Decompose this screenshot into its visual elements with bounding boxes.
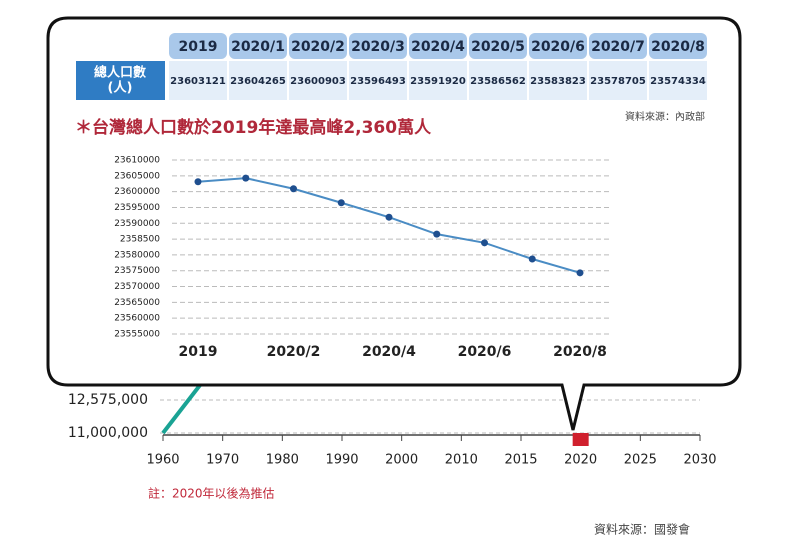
header-cell	[409, 33, 467, 59]
value-text: 23591920	[410, 76, 466, 87]
header-cell	[649, 33, 707, 59]
value-text: 23604265	[230, 76, 286, 87]
x-tick-label: 1970	[206, 453, 239, 468]
point	[528, 255, 536, 263]
value-cell	[649, 61, 707, 100]
point	[433, 230, 441, 238]
x-tick-label: 2020/2	[267, 344, 321, 360]
y-tick-label: 23605000	[114, 171, 160, 181]
y-tick-label: 11,000,000	[68, 425, 148, 441]
row-label: (人)	[108, 80, 133, 96]
value-cell	[589, 61, 647, 100]
y-tick-label: 23595000	[114, 203, 160, 213]
y-tick-label: 23560000	[114, 314, 160, 324]
source-top: 資料來源：內政部	[625, 110, 705, 123]
header-cell	[529, 33, 587, 59]
header-text: 2020/4	[411, 39, 465, 55]
y-tick-label: 23580000	[114, 250, 160, 260]
x-tick-label: 2010	[445, 453, 478, 468]
value-cell	[529, 61, 587, 100]
point	[242, 174, 250, 182]
row-label: 總人口數	[94, 65, 146, 81]
header-text: 2020/6	[531, 39, 585, 55]
value-cell	[349, 61, 407, 100]
header-text: 2020/7	[591, 39, 645, 55]
value-text: 23583823	[530, 76, 586, 87]
value-text: 23586562	[470, 76, 526, 87]
highlight-marker	[572, 433, 589, 446]
point	[337, 199, 345, 207]
point	[385, 213, 393, 221]
row-label-cell	[76, 61, 165, 100]
y-tick-label: 2358500	[120, 235, 160, 245]
header-text: 2020/8	[651, 39, 705, 55]
x-tick-label: 2000	[385, 453, 418, 468]
x-tick-label: 2020/4	[362, 344, 416, 360]
header-cell	[289, 33, 347, 59]
value-cell	[409, 61, 467, 100]
header-cell	[229, 33, 287, 59]
value-text: 23596493	[350, 76, 406, 87]
callout	[46, 16, 742, 431]
point	[481, 239, 488, 247]
y-tick-label: 23590000	[114, 219, 160, 229]
value-cell	[289, 61, 347, 100]
y-tick-label: 12,575,000	[68, 392, 148, 408]
x-tick-label: 2019	[179, 344, 218, 360]
value-text: 23578705	[590, 76, 646, 87]
x-tick-label: 1990	[325, 453, 358, 468]
x-tick-label: 2030	[683, 453, 716, 468]
header-text: 2020/3	[351, 39, 405, 55]
point	[194, 178, 202, 186]
y-tick-label: 23575000	[114, 266, 160, 276]
header-text: 2019	[179, 39, 218, 55]
y-tick-label: 23555000	[114, 330, 160, 340]
y-tick-label: 23600000	[114, 187, 160, 197]
value-text: 23574334	[650, 76, 706, 87]
x-tick-label: 2020/8	[553, 344, 607, 360]
source: 資料來源：國發會	[594, 522, 690, 537]
point	[576, 269, 584, 277]
x-tick-label: 2015	[504, 453, 537, 468]
value-cell	[469, 61, 527, 100]
header-cell	[469, 33, 527, 59]
note: 註：2020年以後為推估	[148, 487, 275, 501]
x-tick-label: 2025	[624, 453, 657, 468]
header-text: 2020/2	[291, 39, 345, 55]
point	[290, 185, 297, 193]
header-cell	[169, 33, 227, 59]
y-tick-label: 23610000	[114, 156, 160, 166]
chart-title: ＊台灣總人口數於2019年達最高峰2,360萬人	[75, 117, 432, 138]
y-tick-label: 23565000	[114, 298, 160, 308]
callout-content: 2019 23603121 2020/1 23604265 2020/2 23600903…	[75, 33, 707, 360]
background-chart: 11,000,000 12,575,000 1960 1970 1980 1990 2000…	[68, 354, 717, 537]
header-text: 2020/5	[471, 39, 525, 55]
x-tick-label: 2020	[564, 453, 597, 468]
header-text: 2020/1	[231, 39, 285, 55]
x-tick-label: 1960	[146, 453, 179, 468]
value-cell	[169, 61, 227, 100]
x-tick-label: 2020/6	[458, 344, 512, 360]
value-text: 23600903	[290, 76, 346, 87]
x-tick-label: 1980	[266, 453, 299, 468]
value-text: 23603121	[170, 76, 226, 87]
header-cell	[349, 33, 407, 59]
y-tick-label: 23570000	[114, 282, 160, 292]
header-cell	[589, 33, 647, 59]
value-cell	[229, 61, 287, 100]
